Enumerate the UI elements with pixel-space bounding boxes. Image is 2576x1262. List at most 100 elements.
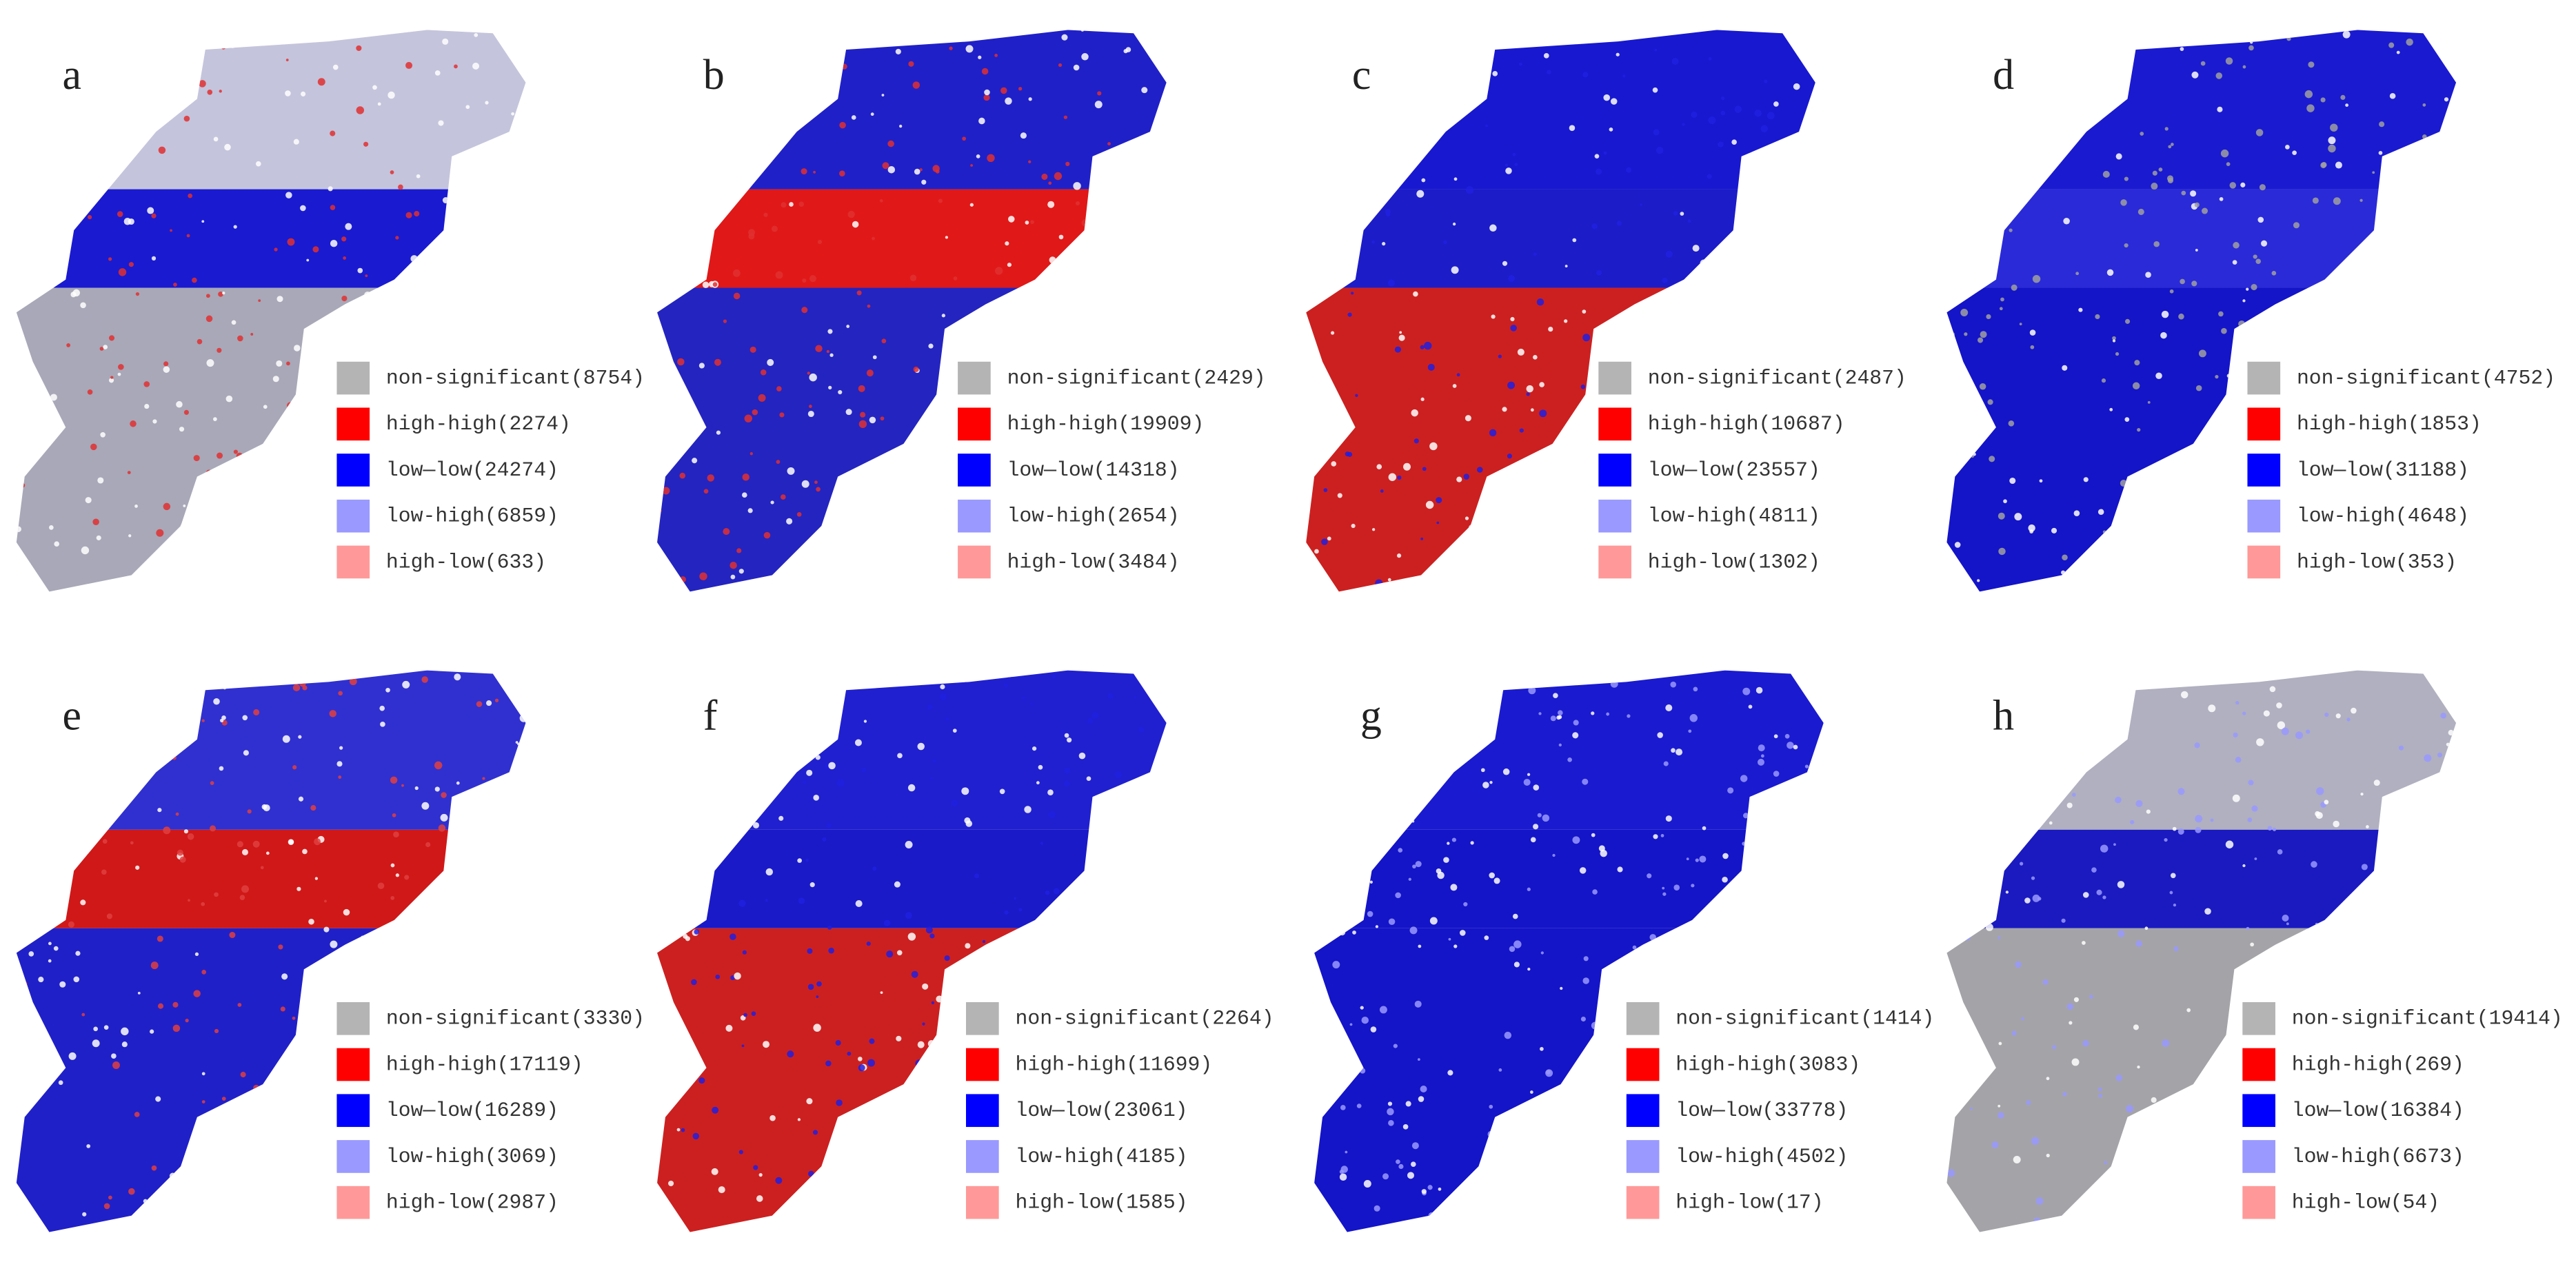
map-dot — [1294, 1183, 1302, 1190]
map-dot — [1453, 944, 1458, 948]
map-dot — [1327, 536, 1331, 541]
map-dot — [1998, 512, 2005, 520]
map-dot — [1361, 1016, 1369, 1024]
map-dot — [1811, 699, 1818, 706]
map-dot — [7, 786, 12, 792]
map-dot — [1508, 1141, 1516, 1150]
map-dot — [112, 655, 116, 659]
map-dot — [1936, 959, 1942, 966]
map-dot — [2046, 1077, 2050, 1081]
map-dot — [787, 1050, 794, 1058]
map-dot — [669, 1012, 676, 1019]
map-dot — [1298, 1215, 1302, 1219]
map-dot — [434, 761, 443, 770]
map-dot — [2360, 792, 2364, 796]
map-dot — [224, 143, 231, 151]
map-dot — [514, 884, 521, 891]
map-dot — [1132, 344, 1140, 352]
map-dot — [1165, 686, 1167, 691]
map-dot — [2379, 121, 2385, 128]
map-dot — [2019, 323, 2022, 326]
map-dot — [300, 205, 306, 212]
map-dot — [2284, 662, 2288, 666]
map-dot — [1449, 581, 1454, 586]
map-dot — [1582, 309, 1587, 314]
map-dot — [1932, 974, 1937, 979]
map-dot — [1805, 294, 1813, 302]
map-dot — [476, 797, 484, 805]
map-dot — [699, 572, 707, 580]
map-dot — [1138, 676, 1145, 682]
map-dot — [1502, 529, 1510, 536]
map-dot — [1774, 533, 1782, 542]
map-dot — [390, 896, 395, 900]
map-dot — [2195, 249, 2198, 252]
map-dot — [2312, 197, 2319, 204]
map-dot — [298, 735, 302, 739]
map-dot — [1041, 173, 1048, 180]
map-dot — [1605, 991, 1611, 996]
legend-label: low—low(16289) — [386, 1099, 559, 1122]
map-dot — [1772, 486, 1779, 493]
map-dot — [229, 932, 236, 939]
map-dot — [1718, 141, 1724, 147]
map-dot — [1408, 877, 1411, 881]
map-dot — [1949, 869, 1957, 877]
map-dot — [389, 288, 392, 292]
map-dot — [1175, 733, 1180, 737]
map-dot — [941, 314, 945, 318]
map-dot — [1502, 768, 1510, 775]
map-dot — [16, 902, 19, 906]
map-dot — [845, 1163, 854, 1172]
map-dot — [1398, 848, 1403, 853]
map-dot — [1518, 30, 1525, 35]
map-dot — [1720, 110, 1726, 116]
map-dot — [189, 698, 192, 701]
map-dot — [826, 822, 832, 828]
map-dot — [187, 833, 194, 840]
map-dot — [1347, 451, 1353, 457]
map-dot — [1028, 160, 1032, 163]
map-dot — [2133, 1024, 2139, 1030]
map-dot — [812, 1130, 818, 1135]
map-dot — [1552, 853, 1556, 857]
map-dot — [210, 825, 217, 832]
map-dot — [1295, 227, 1300, 233]
map-dot — [2374, 882, 2379, 887]
map-dot — [1591, 711, 1595, 715]
map-dot — [956, 1212, 964, 1219]
map-dot — [787, 1212, 794, 1218]
map-dot — [16, 526, 21, 533]
map-dot — [1030, 220, 1034, 225]
map-dot — [2337, 301, 2343, 306]
map-dot — [961, 787, 969, 795]
map-dot — [1056, 19, 1060, 22]
map-dot — [1176, 687, 1182, 693]
legend: non-significant(4752)high-high(1853)low—… — [2247, 361, 2555, 579]
map-dot — [2078, 307, 2083, 312]
map-dot — [858, 385, 865, 392]
map-dot — [247, 809, 252, 814]
map-dot — [951, 800, 958, 806]
map-dot — [1833, 1202, 1840, 1209]
map-dot — [517, 543, 524, 550]
map-dot — [2418, 1181, 2426, 1189]
map-dot — [474, 995, 483, 1003]
map-dot — [1289, 493, 1295, 499]
map-dot — [2437, 185, 2444, 193]
map-dot — [1004, 910, 1009, 915]
map-dot — [2399, 1088, 2404, 1093]
map-dot — [1583, 956, 1589, 961]
map-dot — [813, 170, 816, 174]
map-dot — [1000, 87, 1007, 94]
map-dot — [233, 449, 239, 454]
map-dot — [779, 412, 785, 418]
map-dot — [1311, 189, 1318, 195]
map-dot — [1949, 332, 1955, 338]
map-dot — [49, 525, 54, 530]
map-dot — [1649, 934, 1656, 941]
map-dot — [949, 670, 958, 675]
map-dot — [66, 343, 70, 347]
legend-swatch — [336, 1140, 370, 1173]
